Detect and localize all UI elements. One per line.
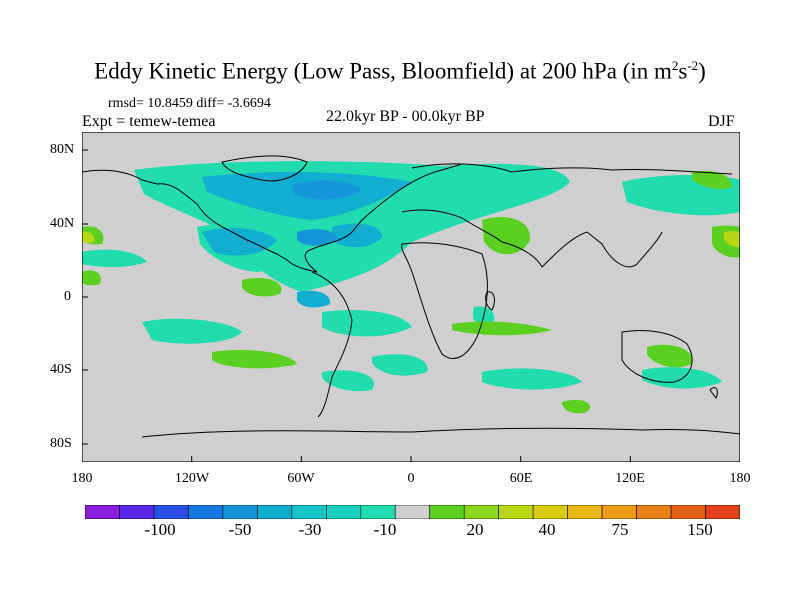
negative-anomaly-dark bbox=[292, 180, 362, 246]
colorbar-swatch bbox=[291, 505, 327, 519]
colorbar-swatch bbox=[463, 505, 499, 519]
colorbar-swatch bbox=[326, 505, 362, 519]
title-close: ) bbox=[698, 58, 706, 84]
x-tick-label: 120E bbox=[615, 471, 645, 486]
colorbar-swatch bbox=[85, 505, 120, 519]
colorbar-swatch bbox=[394, 505, 431, 519]
colorbar-swatch bbox=[119, 505, 155, 519]
colorbar-swatch bbox=[532, 505, 568, 519]
axis-ticks bbox=[82, 149, 631, 462]
positive-anomaly-strong bbox=[82, 231, 740, 248]
colorbar-swatch bbox=[188, 505, 224, 519]
y-tick-label: 40N bbox=[50, 216, 75, 231]
colorbar-swatch bbox=[153, 505, 189, 519]
title-s-unit: s bbox=[678, 58, 688, 84]
map-plot bbox=[82, 132, 740, 462]
colorbar-swatch bbox=[257, 505, 293, 519]
colorbar-swatch bbox=[670, 505, 706, 519]
x-tick-label: 60E bbox=[509, 471, 533, 486]
colorbar-label: -50 bbox=[228, 520, 252, 539]
title-text: Eddy Kinetic Energy (Low Pass, Bloomfiel… bbox=[94, 58, 672, 84]
x-tick-label: 180 bbox=[729, 471, 751, 486]
colorbar-label: -100 bbox=[144, 520, 176, 539]
y-tick-label: 40S bbox=[50, 362, 72, 377]
colorbar-swatch bbox=[601, 505, 637, 519]
colorbar bbox=[85, 505, 740, 519]
season-label: DJF bbox=[708, 113, 735, 130]
colorbar-label: -30 bbox=[298, 520, 322, 539]
colorbar-label: 150 bbox=[687, 520, 713, 539]
period-label: 22.0kyr BP - 00.0kyr BP bbox=[326, 108, 485, 125]
colorbar-swatch bbox=[567, 505, 603, 519]
x-tick-label: 120W bbox=[174, 471, 210, 486]
x-tick-label: 0 bbox=[407, 471, 415, 486]
chart-title: Eddy Kinetic Energy (Low Pass, Bloomfiel… bbox=[0, 58, 800, 85]
y-tick-label: 80S bbox=[50, 436, 72, 451]
experiment-label: Expt = temew-temea bbox=[82, 113, 216, 130]
stats-label: rmsd= 10.8459 diff= -3.6694 bbox=[108, 96, 271, 111]
title-s-exponent: -2 bbox=[687, 58, 699, 73]
colorbar-swatch bbox=[360, 505, 396, 519]
colorbar-label: -10 bbox=[373, 520, 397, 539]
title-m-exponent: 2 bbox=[671, 58, 679, 73]
y-tick-label: 0 bbox=[64, 289, 71, 304]
x-tick-label: 60W bbox=[287, 471, 315, 486]
y-tick-label: 80N bbox=[50, 142, 75, 157]
colorbar-label: 40 bbox=[538, 520, 556, 539]
coastlines bbox=[82, 155, 740, 438]
colorbar-label: 20 bbox=[466, 520, 484, 539]
colorbar-label: 75 bbox=[611, 520, 629, 539]
x-tick-label: 180 bbox=[71, 471, 93, 486]
colorbar-swatch bbox=[705, 505, 740, 519]
colorbar-swatch bbox=[498, 505, 534, 519]
colorbar-swatch bbox=[636, 505, 672, 519]
colorbar-swatch bbox=[222, 505, 258, 519]
colorbar-swatch bbox=[429, 505, 465, 519]
